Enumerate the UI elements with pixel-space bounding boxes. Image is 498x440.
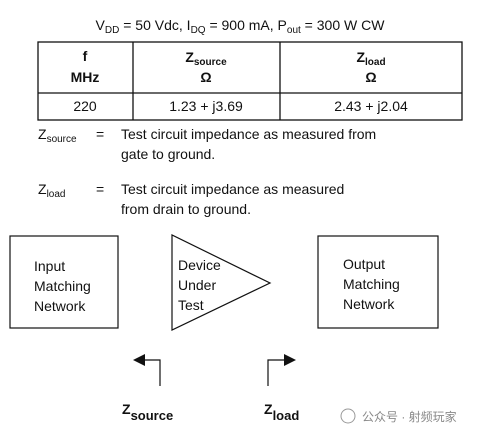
- symbol: Z: [38, 181, 47, 197]
- table-header: f MHz Zsource Ω Zload Ω: [71, 48, 386, 85]
- table-row: 220 1.23 + j3.69 2.43 + j2.04: [73, 98, 408, 114]
- text: = 900 mA, P: [206, 17, 287, 33]
- block-line: Matching: [343, 276, 400, 292]
- sub: source: [194, 57, 227, 68]
- diagram-text: Input Matching Network Device Under Test…: [34, 256, 400, 314]
- note-line: Test circuit impedance as measured: [121, 181, 344, 197]
- z-label: Zsource: [122, 401, 173, 423]
- block-line: Test: [178, 297, 204, 313]
- symbol: Z: [264, 401, 273, 417]
- watermark: 公众号 · 射频玩家: [362, 409, 457, 424]
- block-line: Device: [178, 257, 221, 273]
- block-line: Output: [343, 256, 385, 272]
- text: = 300 W CW: [301, 17, 385, 33]
- notes: Zsource = Test circuit impedance as meas…: [38, 126, 376, 217]
- note-symbol: Zsource: [38, 126, 77, 145]
- header-symbol: f: [83, 48, 88, 64]
- note-line: Test circuit impedance as measured from: [121, 126, 376, 142]
- block-line: Network: [343, 296, 395, 312]
- block-line: Network: [34, 298, 86, 314]
- sub: DQ: [191, 25, 206, 36]
- sub: source: [131, 408, 174, 423]
- cell: 220: [73, 98, 97, 114]
- header-symbol: Zload: [356, 49, 385, 68]
- text: V: [96, 17, 106, 33]
- table: [37, 41, 463, 121]
- sub: load: [365, 57, 386, 68]
- cell: 2.43 + j2.04: [334, 98, 408, 114]
- block-line: Matching: [34, 278, 91, 294]
- symbol: Z: [185, 49, 194, 65]
- sub: DD: [105, 25, 119, 36]
- sub: load: [273, 408, 300, 423]
- watermark-icon: [340, 408, 356, 424]
- note-eq: =: [96, 126, 104, 142]
- symbol: Z: [38, 126, 47, 142]
- header-unit: Ω: [365, 69, 376, 85]
- z-label: Zload: [264, 401, 299, 423]
- header-unit: Ω: [200, 69, 211, 85]
- header-unit: MHz: [71, 69, 100, 85]
- block-line: Input: [34, 258, 65, 274]
- note-line: gate to ground.: [121, 146, 215, 162]
- symbol: Z: [122, 401, 131, 417]
- sub: out: [287, 25, 301, 36]
- condition: VDD = 50 Vdc, IDQ = 900 mA, Pout = 300 W…: [96, 17, 386, 36]
- note-line: from drain to ground.: [121, 201, 251, 217]
- sub: load: [47, 189, 66, 200]
- symbol: Z: [356, 49, 365, 65]
- header-symbol: Zsource: [185, 49, 227, 68]
- sub: source: [47, 134, 77, 145]
- diagram-shapes: [9, 234, 439, 386]
- block-line: Under: [178, 277, 216, 293]
- cell: 1.23 + j3.69: [169, 98, 243, 114]
- arrowheads: [133, 354, 296, 366]
- note-symbol: Zload: [38, 181, 65, 200]
- text: = 50 Vdc, I: [119, 17, 190, 33]
- note-eq: =: [96, 181, 104, 197]
